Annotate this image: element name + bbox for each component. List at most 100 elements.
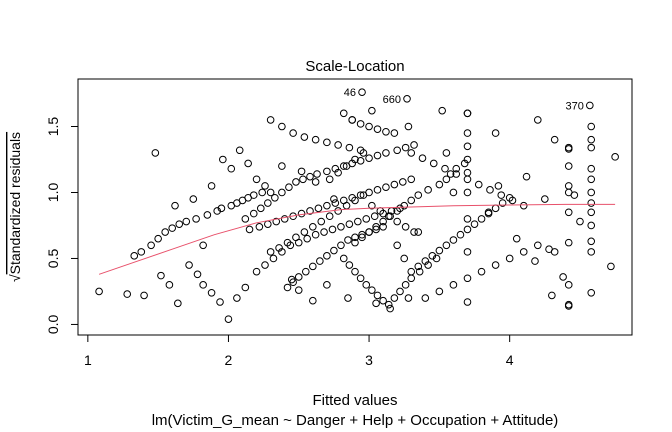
data-point xyxy=(359,191,368,199)
data-point xyxy=(356,157,365,165)
data-point xyxy=(359,149,368,157)
data-point xyxy=(292,233,300,242)
data-point xyxy=(477,267,486,276)
data-point xyxy=(157,271,165,280)
data-point xyxy=(306,207,314,215)
data-point xyxy=(435,287,444,296)
data-point xyxy=(362,215,371,223)
data-point xyxy=(339,109,348,118)
data-point xyxy=(323,138,331,147)
data-point xyxy=(130,252,139,260)
y-tick-label: 1.5 xyxy=(45,117,61,137)
data-point xyxy=(415,267,424,276)
data-point xyxy=(311,230,320,239)
model-formula-subtitle: lm(Victim_G_mean ~ Danger + Help + Occup… xyxy=(152,412,559,429)
data-point xyxy=(203,211,212,219)
data-point xyxy=(418,154,427,162)
data-point xyxy=(390,129,399,137)
data-point xyxy=(266,188,275,197)
data-point xyxy=(463,215,472,223)
data-point xyxy=(435,180,444,189)
data-point xyxy=(372,299,380,308)
data-point xyxy=(508,196,517,205)
data-point xyxy=(587,135,596,144)
data-point xyxy=(256,204,265,213)
data-point xyxy=(261,182,269,190)
data-point xyxy=(161,228,169,236)
data-point xyxy=(261,261,269,269)
data-point xyxy=(224,315,233,323)
data-point xyxy=(182,217,191,226)
data-point xyxy=(373,125,382,133)
data-point xyxy=(348,116,356,124)
data-point xyxy=(382,183,390,192)
data-point xyxy=(570,191,579,199)
data-point xyxy=(533,241,542,250)
data-point xyxy=(311,135,320,144)
y-axis-label: √Standardized residuals xyxy=(7,132,23,282)
data-point xyxy=(339,254,348,263)
data-point xyxy=(576,217,584,226)
data-point xyxy=(345,261,354,269)
data-point xyxy=(531,257,539,265)
data-point xyxy=(255,222,264,231)
data-point xyxy=(428,252,437,260)
data-point xyxy=(314,204,323,213)
data-point xyxy=(323,281,331,289)
data-point xyxy=(241,215,250,223)
data-point xyxy=(278,162,286,170)
data-point xyxy=(283,238,292,247)
data-point xyxy=(140,291,148,300)
data-point xyxy=(320,228,328,236)
x-axis: 1 2 3 4 xyxy=(84,334,514,368)
data-point xyxy=(275,244,283,252)
data-point xyxy=(351,196,359,205)
data-point xyxy=(345,220,354,228)
data-point xyxy=(404,294,413,302)
data-point xyxy=(339,162,348,170)
data-point xyxy=(373,151,382,160)
data-point xyxy=(189,195,198,203)
data-point xyxy=(587,143,596,152)
data-point xyxy=(407,149,416,157)
data-point xyxy=(449,188,458,197)
data-point xyxy=(334,168,342,177)
data-point xyxy=(564,238,573,247)
data-point xyxy=(175,220,184,228)
x-tick-label: 4 xyxy=(506,352,514,368)
y-tick-label: 0.5 xyxy=(45,249,61,269)
data-point xyxy=(342,201,351,210)
data-point xyxy=(373,186,382,194)
data-point xyxy=(325,212,334,221)
data-point xyxy=(390,294,399,302)
data-point xyxy=(306,172,314,181)
data-point xyxy=(463,155,472,164)
data-point xyxy=(382,149,390,157)
data-point xyxy=(358,230,366,239)
data-point xyxy=(587,221,596,230)
x-tick-label: 2 xyxy=(225,352,233,368)
outlier-label: 660 xyxy=(383,94,401,106)
data-point xyxy=(249,209,258,218)
data-point xyxy=(303,234,311,243)
data-point xyxy=(545,245,553,254)
data-point xyxy=(382,127,390,136)
data-point xyxy=(386,212,394,221)
data-point xyxy=(550,135,559,144)
data-point xyxy=(456,230,465,239)
y-axis-label-text: Standardized residuals xyxy=(7,132,23,274)
data-point xyxy=(213,207,222,215)
data-point xyxy=(441,164,449,173)
data-point xyxy=(313,170,321,178)
smoother-line xyxy=(98,203,616,275)
data-point xyxy=(300,133,309,141)
data-point xyxy=(266,116,275,124)
data-point xyxy=(351,155,359,164)
data-point xyxy=(548,291,556,300)
data-point xyxy=(379,296,387,305)
data-point xyxy=(498,199,507,207)
data-point xyxy=(379,217,387,226)
data-point xyxy=(147,241,155,250)
outlier-label: 46 xyxy=(344,87,356,99)
data-point xyxy=(334,207,342,215)
